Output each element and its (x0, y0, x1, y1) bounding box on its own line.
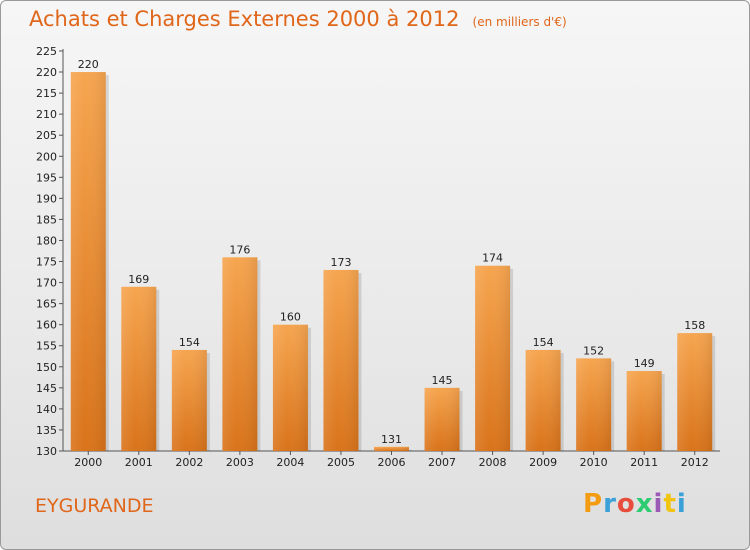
logo-letter: i (653, 489, 664, 519)
logo-letter: P (583, 489, 604, 519)
x-tick-label: 2009 (529, 456, 557, 469)
x-tick-label: 2007 (428, 456, 456, 469)
bar-highlight (222, 257, 258, 451)
y-tick-label: 170 (36, 277, 57, 290)
data-label: 173 (330, 256, 351, 269)
bar-highlight (70, 72, 106, 451)
y-tick-label: 150 (36, 361, 57, 374)
bar-highlight (323, 269, 359, 451)
y-tick-label: 190 (36, 192, 57, 205)
y-tick-label: 225 (36, 45, 57, 58)
data-label: 154 (179, 336, 200, 349)
y-tick-label: 135 (36, 424, 57, 437)
x-tick-label: 2010 (580, 456, 608, 469)
bar-highlight (121, 286, 157, 451)
bar-highlight (626, 371, 662, 451)
bar-highlight (424, 387, 460, 451)
bar-highlight (475, 265, 511, 451)
y-tick-label: 180 (36, 234, 57, 247)
logo-letter: x (635, 489, 654, 519)
data-label: 174 (482, 252, 503, 265)
data-label: 149 (634, 357, 655, 370)
x-tick-label: 2006 (378, 456, 406, 469)
x-tick-label: 2003 (226, 456, 254, 469)
chart-unit: (en milliers d'€) (472, 15, 567, 29)
data-label: 169 (128, 273, 149, 286)
y-tick-label: 140 (36, 403, 57, 416)
bar-highlight (374, 446, 409, 451)
y-tick-label: 155 (36, 340, 57, 353)
data-label: 158 (684, 319, 705, 332)
y-tick-label: 165 (36, 298, 57, 311)
x-tick-label: 2011 (630, 456, 658, 469)
x-tick-label: 2001 (125, 456, 153, 469)
bar-highlight (272, 324, 308, 451)
bar-highlight (525, 349, 561, 451)
y-tick-label: 200 (36, 150, 57, 163)
chart-title: Achats et Charges Externes 2000 à 2012 (29, 7, 460, 31)
y-tick-label: 205 (36, 129, 57, 142)
bar-highlight (677, 333, 713, 451)
y-tick-label: 220 (36, 66, 57, 79)
y-tick-label: 195 (36, 171, 57, 184)
proxiti-logo: Proxiti (583, 489, 687, 519)
y-tick-label: 130 (36, 445, 57, 458)
commune-name: EYGURANDE (35, 495, 154, 517)
bar-highlight (576, 358, 612, 451)
logo-letter: t (663, 489, 677, 519)
logo-letter: o (616, 489, 636, 519)
x-tick-label: 2004 (276, 456, 304, 469)
x-tick-label: 2012 (681, 456, 709, 469)
logo-letter: i (676, 489, 687, 519)
bar-highlight (171, 349, 207, 451)
data-label: 160 (280, 311, 301, 324)
data-label: 145 (432, 374, 453, 387)
logo-letter: r (603, 489, 617, 519)
data-label: 154 (533, 336, 554, 349)
y-tick-label: 175 (36, 256, 57, 269)
x-tick-label: 2000 (74, 456, 102, 469)
data-label: 131 (381, 433, 402, 446)
y-tick-label: 210 (36, 108, 57, 121)
data-label: 220 (78, 58, 99, 71)
y-tick-label: 215 (36, 87, 57, 100)
x-tick-label: 2008 (479, 456, 507, 469)
x-tick-label: 2005 (327, 456, 355, 469)
y-tick-label: 185 (36, 213, 57, 226)
data-label: 176 (229, 243, 250, 256)
data-label: 152 (583, 344, 604, 357)
x-tick-label: 2002 (175, 456, 203, 469)
title-row: Achats et Charges Externes 2000 à 2012 (… (29, 7, 567, 31)
y-tick-label: 160 (36, 319, 57, 332)
y-tick-label: 145 (36, 382, 57, 395)
